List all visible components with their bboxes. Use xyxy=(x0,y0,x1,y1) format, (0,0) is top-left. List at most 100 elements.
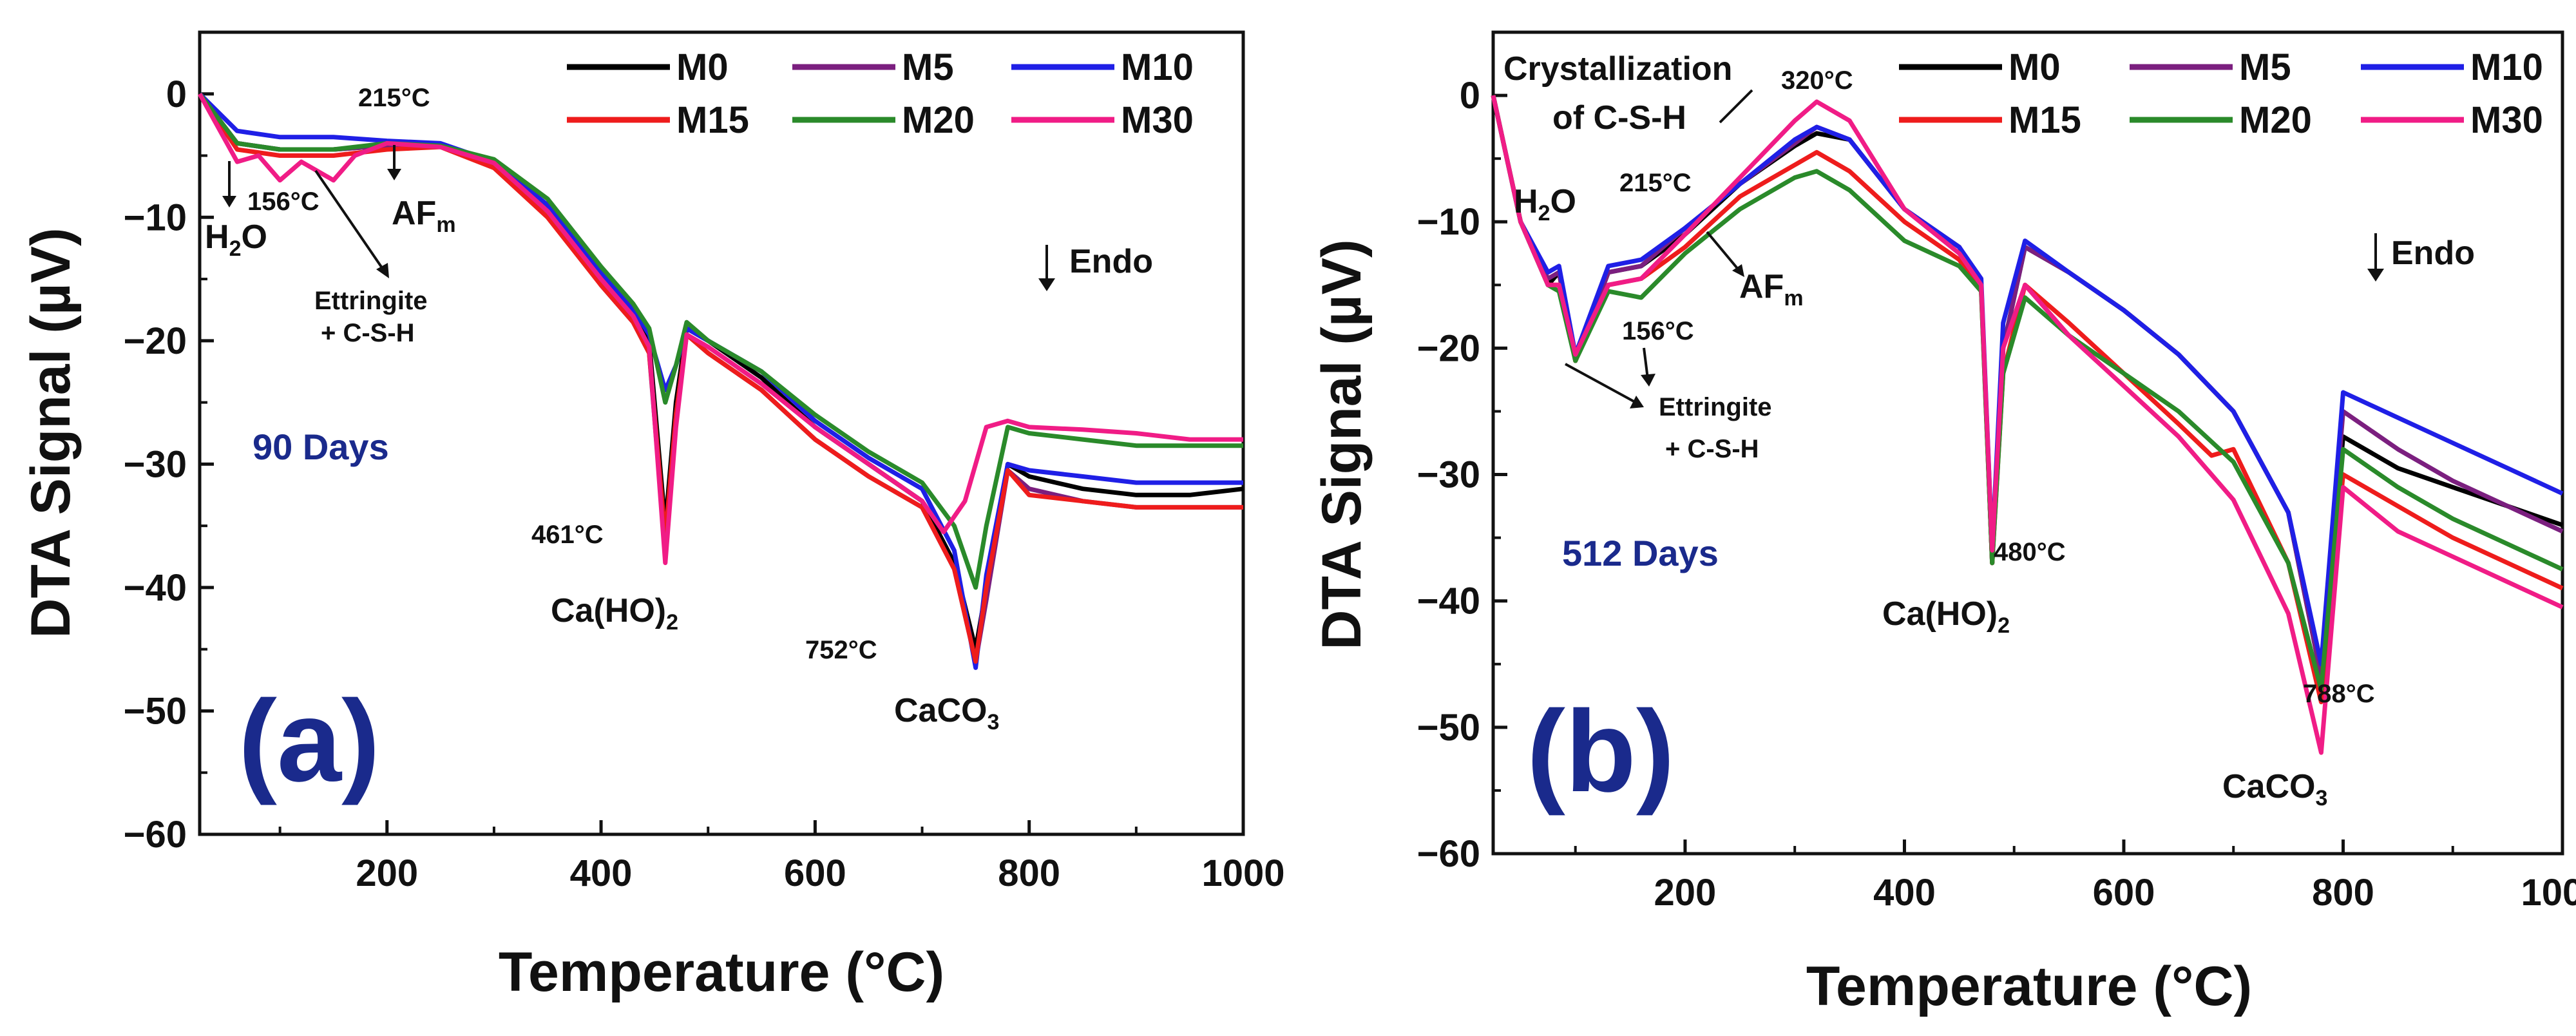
legend-label-m0-a: M0 xyxy=(676,46,729,88)
series-lines-b xyxy=(1491,95,2564,755)
anno-crystallization-b: Crystallization xyxy=(1503,50,1732,88)
y-tick-label-b: −20 xyxy=(1417,327,1480,369)
x-tick-label-a: 600 xyxy=(784,852,846,894)
legend-label-m20-b: M20 xyxy=(2239,99,2312,141)
anno-788-b: 788°C xyxy=(2303,680,2375,708)
y-tick-label-b: −30 xyxy=(1417,454,1480,496)
ettringite-arrow-b xyxy=(1565,363,1637,404)
afm-arrowhead-a xyxy=(387,169,401,180)
panel-a: 200 400 600 800 1000 0 −10 −20 −30 −40 −50 −60 DTA … xyxy=(20,30,1285,1003)
y-tick-label-a: −30 xyxy=(124,443,187,485)
anno-csh-a: + C-S-H xyxy=(321,319,415,347)
anno-caco3-a: CaCO3 xyxy=(894,692,999,734)
anno-endo-b: Endo xyxy=(2391,235,2475,272)
annotations-a: 215°C 156°C H2O AFm Ettringite + C-S-H E… xyxy=(205,84,1153,806)
anno-afm-a: AFm xyxy=(392,195,456,237)
anno-461-a: 461°C xyxy=(531,521,604,549)
y-tick-label-a: −10 xyxy=(124,197,187,238)
anno-of-csh-b: of C-S-H xyxy=(1552,99,1686,137)
x-tick-label-a: 200 xyxy=(356,852,418,894)
plot-frame-b xyxy=(1491,30,2564,856)
x-tick-label-b: 1000 xyxy=(2521,872,2576,914)
y-axis-title-a: DTA Signal (µV) xyxy=(20,227,82,638)
y-tick-label-a: −60 xyxy=(124,814,187,856)
anno-480-b: 480°C xyxy=(1994,538,2066,566)
x-tick-label-b: 200 xyxy=(1654,872,1717,914)
series-lines-a xyxy=(197,92,1244,670)
y-tick-label-b: −40 xyxy=(1417,580,1480,622)
x-axis-title-a: Temperature (°C) xyxy=(499,941,944,1003)
legend-b: M0 M5 M10 M15 M20 M30 xyxy=(1899,46,2543,141)
anno-ettringite-a: Ettringite xyxy=(314,287,428,315)
afm-arrow-b xyxy=(1706,231,1741,272)
legend-label-m15-a: M15 xyxy=(676,99,749,141)
legend-a: M0 M5 M10 M15 M20 M30 xyxy=(567,46,1194,141)
series-line-m30-b xyxy=(1491,95,2564,755)
h2o-arrowhead-a xyxy=(222,196,236,207)
anno-ettringite-b: Ettringite xyxy=(1659,393,1772,421)
legend-label-m10-a: M10 xyxy=(1121,46,1194,88)
endo-arrowhead-a xyxy=(1038,278,1055,291)
legend-label-m10-b: M10 xyxy=(2470,46,2543,88)
y-tick-label-b: −10 xyxy=(1417,201,1480,243)
x-axis-title-b: Temperature (°C) xyxy=(1806,955,2252,1017)
legend-label-m30-a: M30 xyxy=(1121,99,1194,141)
y-tick-label-b: −60 xyxy=(1417,833,1480,875)
legend-label-m5-b: M5 xyxy=(2239,46,2291,88)
y-tick-label-b: −50 xyxy=(1417,707,1480,749)
anno-caoh-b: Ca(HO)2 xyxy=(1882,595,2010,638)
legend-label-m20-a: M20 xyxy=(902,99,975,141)
anno-156-a: 156°C xyxy=(247,187,320,216)
panel-b: 200 400 600 800 1000 0 −10 −20 −30 −40 −50 −60 DTA … xyxy=(1311,30,2576,1017)
series-line-m30-a xyxy=(197,93,1243,566)
anno-endo-a: Endo xyxy=(1069,243,1153,280)
series-line-m15-a xyxy=(198,92,1243,664)
x-tick-label-a: 400 xyxy=(570,852,633,894)
legend-label-m30-b: M30 xyxy=(2470,99,2543,141)
x-tick-label-b: 800 xyxy=(2312,872,2374,914)
x-tick-label-b: 600 xyxy=(2093,872,2155,914)
axes-a: 200 400 600 800 1000 0 −10 −20 −30 −40 −50 −60 xyxy=(124,73,1285,894)
annotations-b: Crystallization of C-S-H 320°C H2O 215°C… xyxy=(1503,50,2475,816)
plot-frame-a xyxy=(198,30,1245,836)
anno-215-a: 215°C xyxy=(358,84,430,112)
y-axis-title-b: DTA Signal (µV) xyxy=(1311,239,1373,649)
ettringite-arrow-a xyxy=(314,169,385,272)
y-tick-label-a: −50 xyxy=(124,690,187,732)
ettringite-arrowhead-a xyxy=(376,263,389,278)
x-tick-label-a: 1000 xyxy=(1201,852,1284,894)
period-label-a: 90 Days xyxy=(253,427,389,467)
y-tick-label-b: 0 xyxy=(1460,75,1480,117)
series-line-m10-b xyxy=(1491,95,2564,667)
y-tick-label-a: 0 xyxy=(166,73,187,115)
anno-320-b: 320°C xyxy=(1781,66,1853,95)
anno-752-a: 752°C xyxy=(805,636,877,664)
anno-afm-b: AFm xyxy=(1739,268,1804,311)
legend-label-m0-b: M0 xyxy=(2008,46,2061,88)
endo-arrowhead-b xyxy=(2367,269,2384,282)
series-line-m10-a xyxy=(198,92,1243,670)
cryst-arrow-b xyxy=(1719,89,1753,124)
t156-arrow-b xyxy=(1643,347,1649,379)
x-tick-label-b: 400 xyxy=(1873,872,1936,914)
panel-letter-a: (a) xyxy=(238,676,380,806)
series-line-m0-a xyxy=(198,92,1244,652)
y-tick-label-a: −20 xyxy=(124,320,187,362)
anno-156-b: 156°C xyxy=(1622,317,1694,345)
anno-215-b: 215°C xyxy=(1619,169,1692,197)
period-label-b: 512 Days xyxy=(1562,533,1719,573)
y-tick-label-a: −40 xyxy=(124,567,187,609)
x-tick-label-a: 800 xyxy=(998,852,1060,894)
legend-label-m15-b: M15 xyxy=(2008,99,2081,141)
t156-arrowhead-b xyxy=(1641,374,1655,387)
anno-h2o-a: H2O xyxy=(205,218,267,261)
legend-label-m5-a: M5 xyxy=(902,46,954,88)
series-line-m5-a xyxy=(198,92,1243,664)
ettringite-arrowhead-b xyxy=(1630,396,1644,408)
panel-letter-b: (b) xyxy=(1527,687,1675,816)
anno-csh-b: + C-S-H xyxy=(1665,435,1759,463)
anno-caco3-b: CaCO3 xyxy=(2222,768,2327,811)
afm-arrowhead-b xyxy=(1732,264,1744,277)
anno-h2o-b: H2O xyxy=(1514,183,1576,225)
